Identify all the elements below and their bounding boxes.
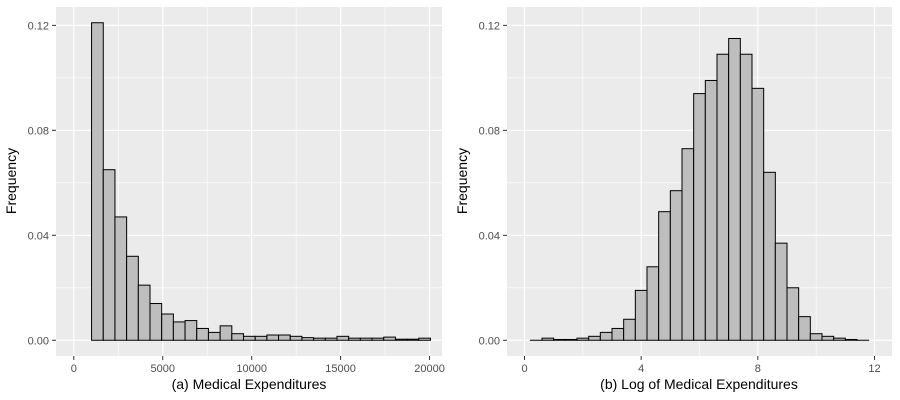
histogram-bar — [623, 318, 636, 341]
histogram-bar — [576, 337, 590, 341]
y-tick-label: 0.12 — [479, 20, 500, 32]
histogram-bar — [739, 53, 753, 341]
histogram-bar — [102, 169, 116, 341]
histogram-bar — [844, 338, 858, 341]
histogram-bar — [541, 337, 555, 341]
x-tick-label: 12 — [868, 363, 880, 375]
histogram-bar — [313, 337, 326, 341]
y-tick-label: 0.00 — [479, 335, 500, 347]
y-tick-label: 0.04 — [28, 230, 49, 242]
histogram-bar — [243, 335, 256, 341]
histogram-bar — [669, 190, 683, 341]
histogram-bar — [704, 79, 718, 341]
histogram-bar — [324, 337, 338, 341]
histogram-bar — [371, 337, 385, 341]
histogram-bar — [646, 266, 660, 341]
histogram-bar — [231, 333, 245, 341]
x-tick-label: 0 — [71, 363, 77, 375]
histogram-bar — [599, 331, 613, 341]
y-tick-label: 0.04 — [479, 230, 500, 242]
histogram-bar — [254, 335, 268, 341]
histogram-bar — [809, 333, 823, 341]
histogram-bar — [348, 337, 361, 341]
x-axis-title: (b) Log of Medical Expenditures — [600, 376, 798, 392]
y-tick-label: 0.00 — [28, 335, 49, 347]
x-tick-label: 8 — [755, 363, 761, 375]
histogram-bar — [126, 255, 139, 341]
histogram-bar — [114, 216, 128, 341]
histogram-bar — [207, 331, 221, 341]
histogram-bar — [383, 336, 396, 341]
histogram-bar — [728, 37, 741, 341]
histogram-bar — [196, 327, 209, 341]
histogram-bar — [418, 337, 431, 341]
histogram-bar — [821, 335, 835, 341]
histogram-bar — [336, 335, 350, 341]
histogram-bar — [149, 303, 163, 341]
x-tick-label: 5000 — [150, 363, 174, 375]
histogram-bar — [786, 287, 800, 341]
histogram-bar — [693, 93, 706, 341]
histogram-bar — [406, 338, 420, 341]
histogram-bar — [137, 284, 151, 341]
histogram-bar — [172, 321, 186, 341]
histogram-bar — [681, 148, 695, 341]
histogram-bar — [161, 313, 174, 341]
y-axis-title: Frequency — [454, 148, 470, 214]
histogram-bar — [91, 22, 104, 341]
histogram-bar — [564, 338, 578, 341]
y-tick-label: 0.08 — [28, 125, 49, 137]
histogram-bar — [278, 334, 291, 341]
histogram-bar — [634, 289, 648, 341]
panel-medical-expenditures: 0 5000 10000 15000 20000 0.00 0.04 0.08 0.12 (a) … — [3, 7, 445, 392]
x-tick-label: 20000 — [414, 363, 445, 375]
x-axis-title: (a) Medical Expenditures — [172, 376, 327, 392]
histogram-bar — [289, 335, 303, 341]
histogram-bar — [751, 87, 765, 341]
histogram-bar — [588, 335, 601, 341]
histogram-bar — [763, 171, 776, 341]
histogram-bar — [611, 327, 625, 341]
y-tick-label: 0.08 — [479, 125, 500, 137]
histogram-bar — [553, 338, 566, 341]
x-tick-label: 4 — [638, 363, 644, 375]
histogram-bar — [266, 334, 280, 341]
histogram-bar — [184, 320, 198, 341]
histogram-bar — [716, 53, 730, 341]
panel-log-medical-expenditures: 0 4 8 12 0.00 0.04 0.08 0.12 (b) Log of Medical … — [454, 7, 892, 392]
x-tick-label: 0 — [521, 363, 527, 375]
x-tick-label: 10000 — [236, 363, 267, 375]
histogram-bar — [394, 338, 408, 341]
histogram-bar — [798, 316, 811, 341]
histogram-bar — [658, 211, 671, 341]
histogram-bar — [833, 337, 846, 341]
histogram-bar — [359, 337, 373, 341]
y-axis-title: Frequency — [3, 148, 19, 214]
histogram-bar — [774, 242, 788, 341]
histogram-bar — [219, 325, 233, 341]
x-tick-label: 15000 — [325, 363, 356, 375]
histogram-bar — [301, 337, 315, 341]
y-tick-label: 0.12 — [28, 20, 49, 32]
